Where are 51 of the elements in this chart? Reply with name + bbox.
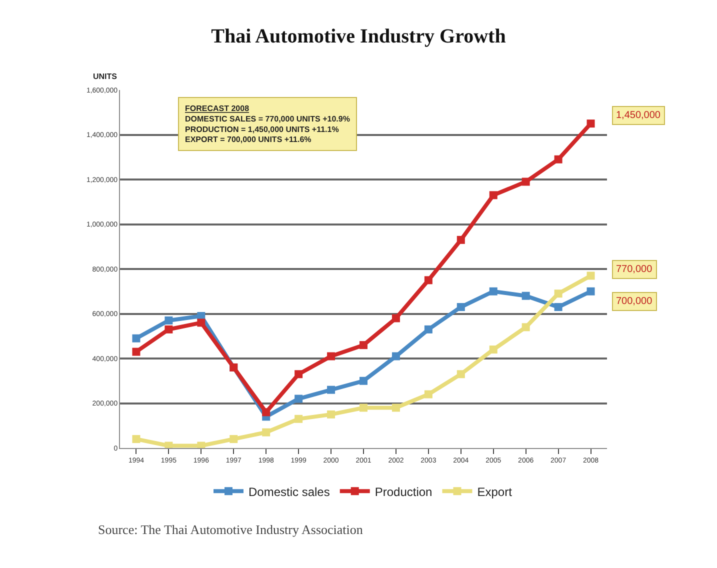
point (424, 276, 432, 284)
point (164, 325, 173, 334)
point (294, 394, 303, 403)
point (197, 442, 206, 448)
legend-label: Export (477, 484, 513, 499)
point (360, 404, 368, 412)
text: 1,450,000 (616, 110, 661, 121)
annotation: FORECAST 2008 DOMESTIC SALES = 770,000 UNITS +10.9% PRODUCTION = 1,450,000 UNITS +11.1% EXPORT = 700,000 UNITS +11.6% (185, 104, 350, 144)
point (294, 370, 303, 378)
point (164, 442, 173, 448)
point (392, 352, 400, 360)
point (456, 370, 465, 378)
point (522, 323, 530, 332)
point (554, 155, 562, 164)
point (424, 325, 432, 334)
point (327, 410, 336, 418)
legend-label: Production (374, 484, 432, 499)
y-axis-title: UNITS (93, 72, 118, 81)
point (586, 272, 595, 280)
point (132, 334, 140, 342)
chart-title: Thai Automotive Industry Growth (211, 25, 506, 48)
point (586, 120, 595, 128)
point (554, 303, 562, 312)
text: 700,000 (616, 296, 653, 307)
point (132, 435, 140, 444)
legend-label: Domestic sales (248, 484, 330, 499)
point (586, 287, 595, 296)
point (456, 303, 465, 312)
point (489, 191, 498, 200)
point (327, 352, 336, 360)
point (327, 386, 336, 394)
source-note: Source: The Thai Automotive Industry Association (98, 522, 364, 537)
point (294, 414, 303, 423)
text: 770,000 (616, 264, 653, 275)
point (392, 404, 400, 412)
point (164, 316, 173, 324)
point (489, 287, 498, 296)
point (360, 376, 368, 385)
point (262, 408, 270, 416)
point (197, 318, 206, 327)
point (132, 348, 140, 356)
point (522, 178, 530, 186)
point (456, 236, 465, 244)
point (360, 341, 368, 350)
point (489, 346, 498, 354)
point (392, 314, 400, 322)
point (230, 435, 238, 444)
point (554, 290, 562, 298)
point (522, 292, 530, 300)
point (424, 390, 432, 398)
point (262, 428, 270, 436)
